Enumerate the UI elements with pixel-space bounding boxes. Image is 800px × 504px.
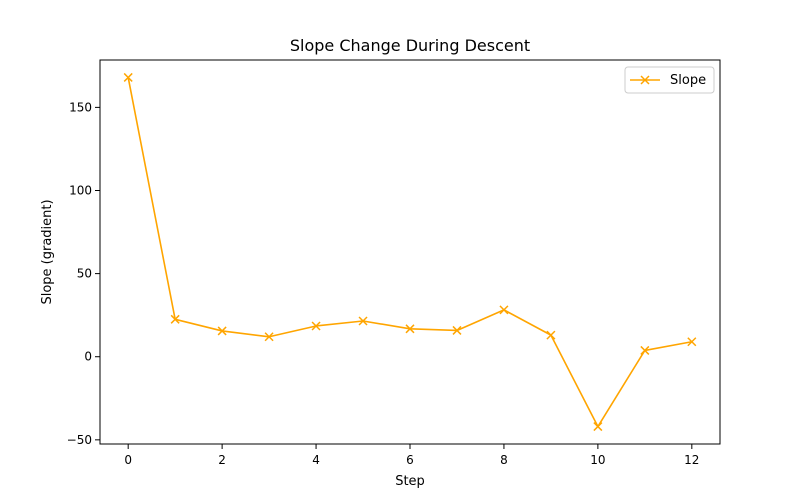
legend-label-slope: Slope [670,73,706,88]
x-tick-label: 6 [406,453,414,467]
data-point [640,345,650,355]
data-point [123,72,133,82]
data-point [358,316,368,326]
data-point [217,326,227,336]
data-point [405,324,415,334]
plot-frame [99,59,721,445]
y-tick-label: 0 [84,350,92,364]
data-point [593,422,603,432]
legend-x-marker [640,75,650,85]
legend-box [624,66,715,94]
legend: Slope [624,66,715,94]
plot-layer [123,72,697,432]
y-tick-label: 100 [69,183,92,197]
x-tick-label: 12 [684,453,699,467]
data-point [687,337,697,347]
x-tick-label: 0 [124,453,132,467]
plot-area [100,60,720,444]
x-tick-label: 2 [218,453,226,467]
y-axis-ticks: −50 0 50 100 150 [67,100,100,447]
data-point [170,314,180,324]
data-point [452,325,462,335]
x-tick-label: 8 [500,453,508,467]
data-point [499,305,509,315]
x-axis-label: Step [395,474,425,489]
chart-title: Slope Change During Descent [290,36,530,55]
y-axis-label: Slope (gradient) [40,199,55,304]
y-tick-label: −50 [67,433,92,447]
x-tick-label: 10 [590,453,605,467]
y-tick-label: 50 [77,267,92,281]
data-point [264,332,274,342]
data-point [311,321,321,331]
y-tick-label: 150 [69,100,92,114]
x-axis-ticks: 0 2 4 6 8 10 12 [124,444,699,467]
data-point [546,330,556,340]
x-tick-label: 4 [312,453,320,467]
